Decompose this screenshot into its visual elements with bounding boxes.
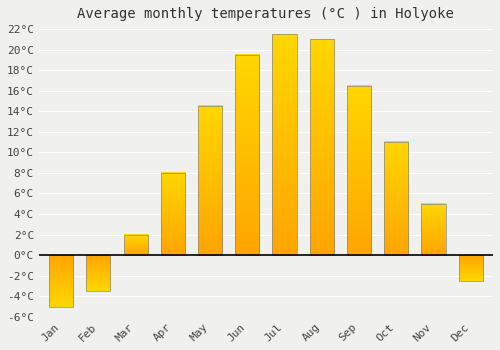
Bar xyxy=(235,55,260,255)
Bar xyxy=(422,204,446,255)
Bar xyxy=(160,173,185,255)
Bar xyxy=(347,86,371,255)
Bar xyxy=(124,234,148,255)
Bar xyxy=(384,142,408,255)
Bar xyxy=(49,255,73,307)
Bar xyxy=(198,106,222,255)
Bar xyxy=(310,39,334,255)
Bar xyxy=(272,34,296,255)
Bar xyxy=(458,255,483,281)
Title: Average monthly temperatures (°C ) in Holyoke: Average monthly temperatures (°C ) in Ho… xyxy=(78,7,454,21)
Bar xyxy=(86,255,110,291)
